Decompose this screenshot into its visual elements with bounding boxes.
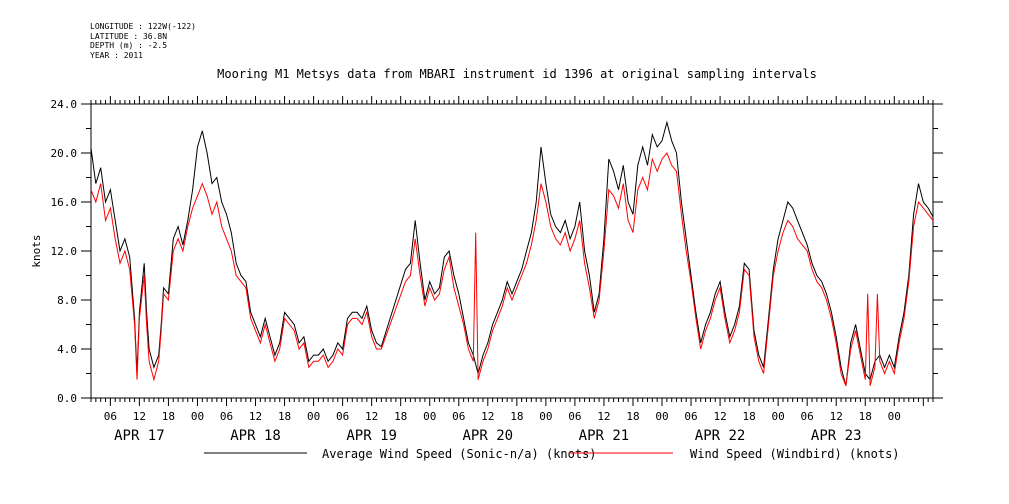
y-tick-label: 20.0 — [51, 147, 78, 160]
x-hour-label: 00 — [772, 410, 785, 423]
x-hour-label: 06 — [568, 410, 581, 423]
x-day-label: APR 23 — [811, 428, 862, 444]
x-day-label: APR 22 — [695, 428, 746, 444]
x-hour-label: 00 — [655, 410, 668, 423]
x-hour-label: 18 — [742, 410, 755, 423]
chart-axes: 0.0 4.0 8.0 12.0 16.0 20.0 24.0 knots 06 12 18 00 06… — [30, 96, 943, 444]
x-hour-label: 18 — [278, 410, 291, 423]
x-hour-label: 06 — [452, 410, 465, 423]
legend-label-series-1: Average Wind Speed (Sonic-n/a) (knots) — [322, 447, 597, 461]
x-hour-label: 12 — [249, 410, 262, 423]
latitude-label: LATITUDE : 36.8N — [90, 31, 168, 41]
series-line-1 — [90, 120, 934, 386]
legend-label-series-2: Wind Speed (Windbird) (knots) — [690, 447, 900, 461]
metadata-block: LONGITUDE : 122W(-122) LATITUDE : 36.8N … — [90, 22, 196, 60]
x-hour-label: 12 — [713, 410, 726, 423]
x-hour-label: 00 — [888, 410, 901, 423]
x-hour-label: 06 — [336, 410, 349, 423]
chart-title: Mooring M1 Metsys data from MBARI instru… — [217, 67, 817, 81]
y-tick-label: 12.0 — [51, 245, 78, 258]
y-tick-label: 4.0 — [57, 343, 77, 356]
x-hour-label: 00 — [191, 410, 204, 423]
x-hour-label: 18 — [859, 410, 872, 423]
longitude-label: LONGITUDE : 122W(-122) — [90, 22, 196, 31]
x-hour-label: 12 — [830, 410, 843, 423]
x-hour-label: 06 — [684, 410, 697, 423]
year-label: YEAR : 2011 — [90, 50, 143, 60]
depth-label: DEPTH (m) : -2.5 — [90, 41, 168, 50]
x-hour-label: 18 — [394, 410, 407, 423]
x-hour-label: 12 — [481, 410, 494, 423]
chart-series — [90, 120, 934, 386]
x-day-label: APR 21 — [579, 428, 630, 444]
x-hour-label: 12 — [365, 410, 378, 423]
x-hour-label: 00 — [539, 410, 552, 423]
chart-legend: Average Wind Speed (Sonic-n/a) (knots) W… — [204, 447, 900, 461]
y-tick-label: 8.0 — [57, 294, 77, 307]
x-day-label: APR 19 — [346, 428, 397, 444]
x-hour-label: 00 — [423, 410, 436, 423]
x-hour-label: 12 — [133, 410, 146, 423]
x-hour-label: 06 — [220, 410, 233, 423]
x-hour-label: 06 — [801, 410, 814, 423]
x-hour-label: 12 — [597, 410, 610, 423]
y-tick-label: 16.0 — [51, 196, 78, 209]
x-day-label: APR 20 — [463, 428, 514, 444]
x-hour-label: 18 — [510, 410, 523, 423]
x-day-label: APR 17 — [114, 428, 165, 444]
x-hour-label: 18 — [626, 410, 639, 423]
series-line-2 — [90, 152, 934, 386]
x-day-label: APR 18 — [230, 428, 281, 444]
x-hour-label: 00 — [307, 410, 320, 423]
x-hour-label: 18 — [162, 410, 175, 423]
y-tick-label: 0.0 — [57, 392, 77, 405]
x-hour-label: 06 — [104, 410, 117, 423]
y-axis-label: knots — [30, 234, 43, 267]
y-tick-label: 24.0 — [51, 98, 78, 111]
